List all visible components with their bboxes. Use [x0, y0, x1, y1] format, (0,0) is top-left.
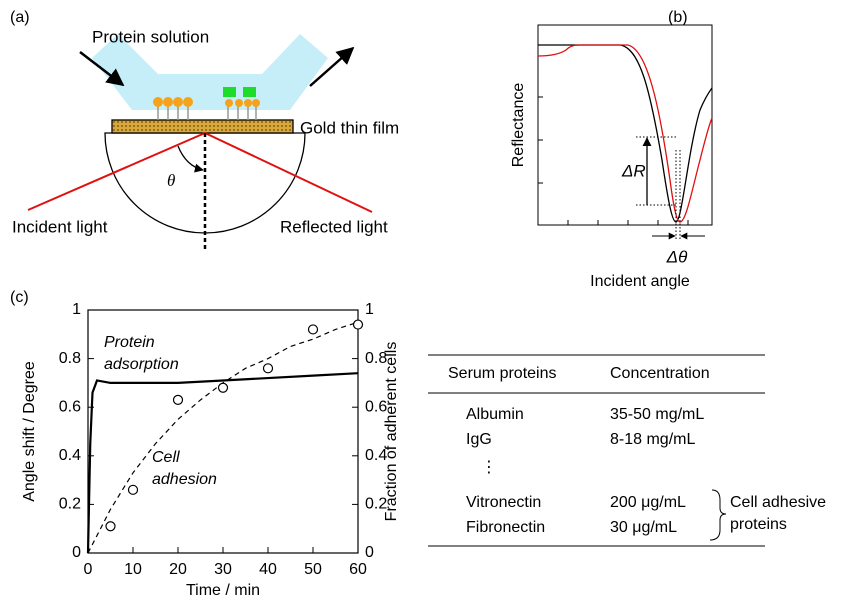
delta-r: ΔR — [621, 161, 646, 180]
annotation: Protein — [104, 334, 155, 351]
figure: (a) Protein solution Gold thin film Inci… — [0, 0, 850, 604]
panel-label: (c) — [10, 289, 29, 306]
curve — [538, 45, 712, 222]
y-tick-label: 0.8 — [59, 350, 81, 367]
label: Reflected light — [280, 217, 388, 236]
y-tick-label: 0.2 — [59, 496, 81, 513]
annotation: adhesion — [152, 471, 217, 488]
y-axis-label: Angle shift / Degree — [21, 361, 38, 502]
x-tick-label: 0 — [84, 561, 93, 578]
data-point — [174, 395, 183, 404]
x-tick-label: 10 — [124, 561, 142, 578]
plot-frame — [538, 25, 712, 225]
bracket — [710, 490, 726, 540]
y2-axis-label: Fraction of adherent cells — [383, 342, 400, 522]
data-line — [88, 373, 358, 553]
data-point — [309, 325, 318, 334]
y-tick-label: 0 — [72, 544, 81, 561]
bound-protein — [223, 87, 236, 97]
data-point — [264, 364, 273, 373]
panel-a: (a) Protein solution Gold thin film Inci… — [10, 9, 399, 252]
data-point — [129, 485, 138, 494]
label: Gold thin film — [300, 118, 399, 137]
y-tick-label: 1 — [72, 301, 81, 318]
label: Incident light — [12, 217, 108, 236]
gold-film — [112, 120, 293, 133]
header-cell: Concentration — [610, 365, 710, 382]
data-point — [219, 383, 228, 392]
note: proteins — [730, 516, 787, 533]
label: Protein solution — [92, 27, 209, 46]
y2-tick-label: 0 — [365, 544, 374, 561]
annotation: Cell — [152, 449, 180, 466]
panel-label: (a) — [10, 9, 30, 26]
cell: Fibronectin — [466, 519, 545, 536]
y2-tick-label: 1 — [365, 301, 374, 318]
cell: 35-50 mg/mL — [610, 406, 704, 423]
bound-protein — [243, 87, 256, 97]
cell: Albumin — [466, 406, 524, 423]
cell: 8-18 mg/mL — [610, 431, 695, 448]
panel-b: (b) Reflectance Incident angle ΔR Δθ — [510, 9, 712, 290]
axis-label: Reflectance — [510, 83, 527, 168]
cell: IgG — [466, 431, 492, 448]
ticks — [538, 97, 688, 225]
curve-shifted — [538, 45, 712, 222]
annotation: adsorption — [104, 356, 179, 373]
x-tick-label: 60 — [349, 561, 367, 578]
data-point — [354, 320, 363, 329]
cell: Vitronectin — [466, 494, 541, 511]
y-tick-label: 0.4 — [59, 447, 81, 464]
axis-label: Incident angle — [590, 273, 690, 290]
x-axis-label: Time / min — [186, 582, 260, 599]
data-point — [106, 522, 115, 531]
table: Serum proteins Concentration Albumin 35-… — [428, 355, 826, 546]
y-tick-label: 0.6 — [59, 398, 81, 415]
cell: 30 μg/mL — [610, 519, 677, 536]
header-cell: Serum proteins — [448, 365, 557, 382]
x-tick-label: 30 — [214, 561, 232, 578]
x-tick-label: 40 — [259, 561, 277, 578]
delta-theta: Δθ — [666, 247, 688, 266]
cell: 200 μg/mL — [610, 494, 686, 511]
x-tick-label: 20 — [169, 561, 187, 578]
theta: θ — [167, 171, 175, 190]
panel-label: (b) — [668, 9, 688, 26]
x-tick-label: 50 — [304, 561, 322, 578]
ellipsis: ⋮ — [481, 459, 497, 476]
note: Cell adhesive — [730, 494, 826, 511]
